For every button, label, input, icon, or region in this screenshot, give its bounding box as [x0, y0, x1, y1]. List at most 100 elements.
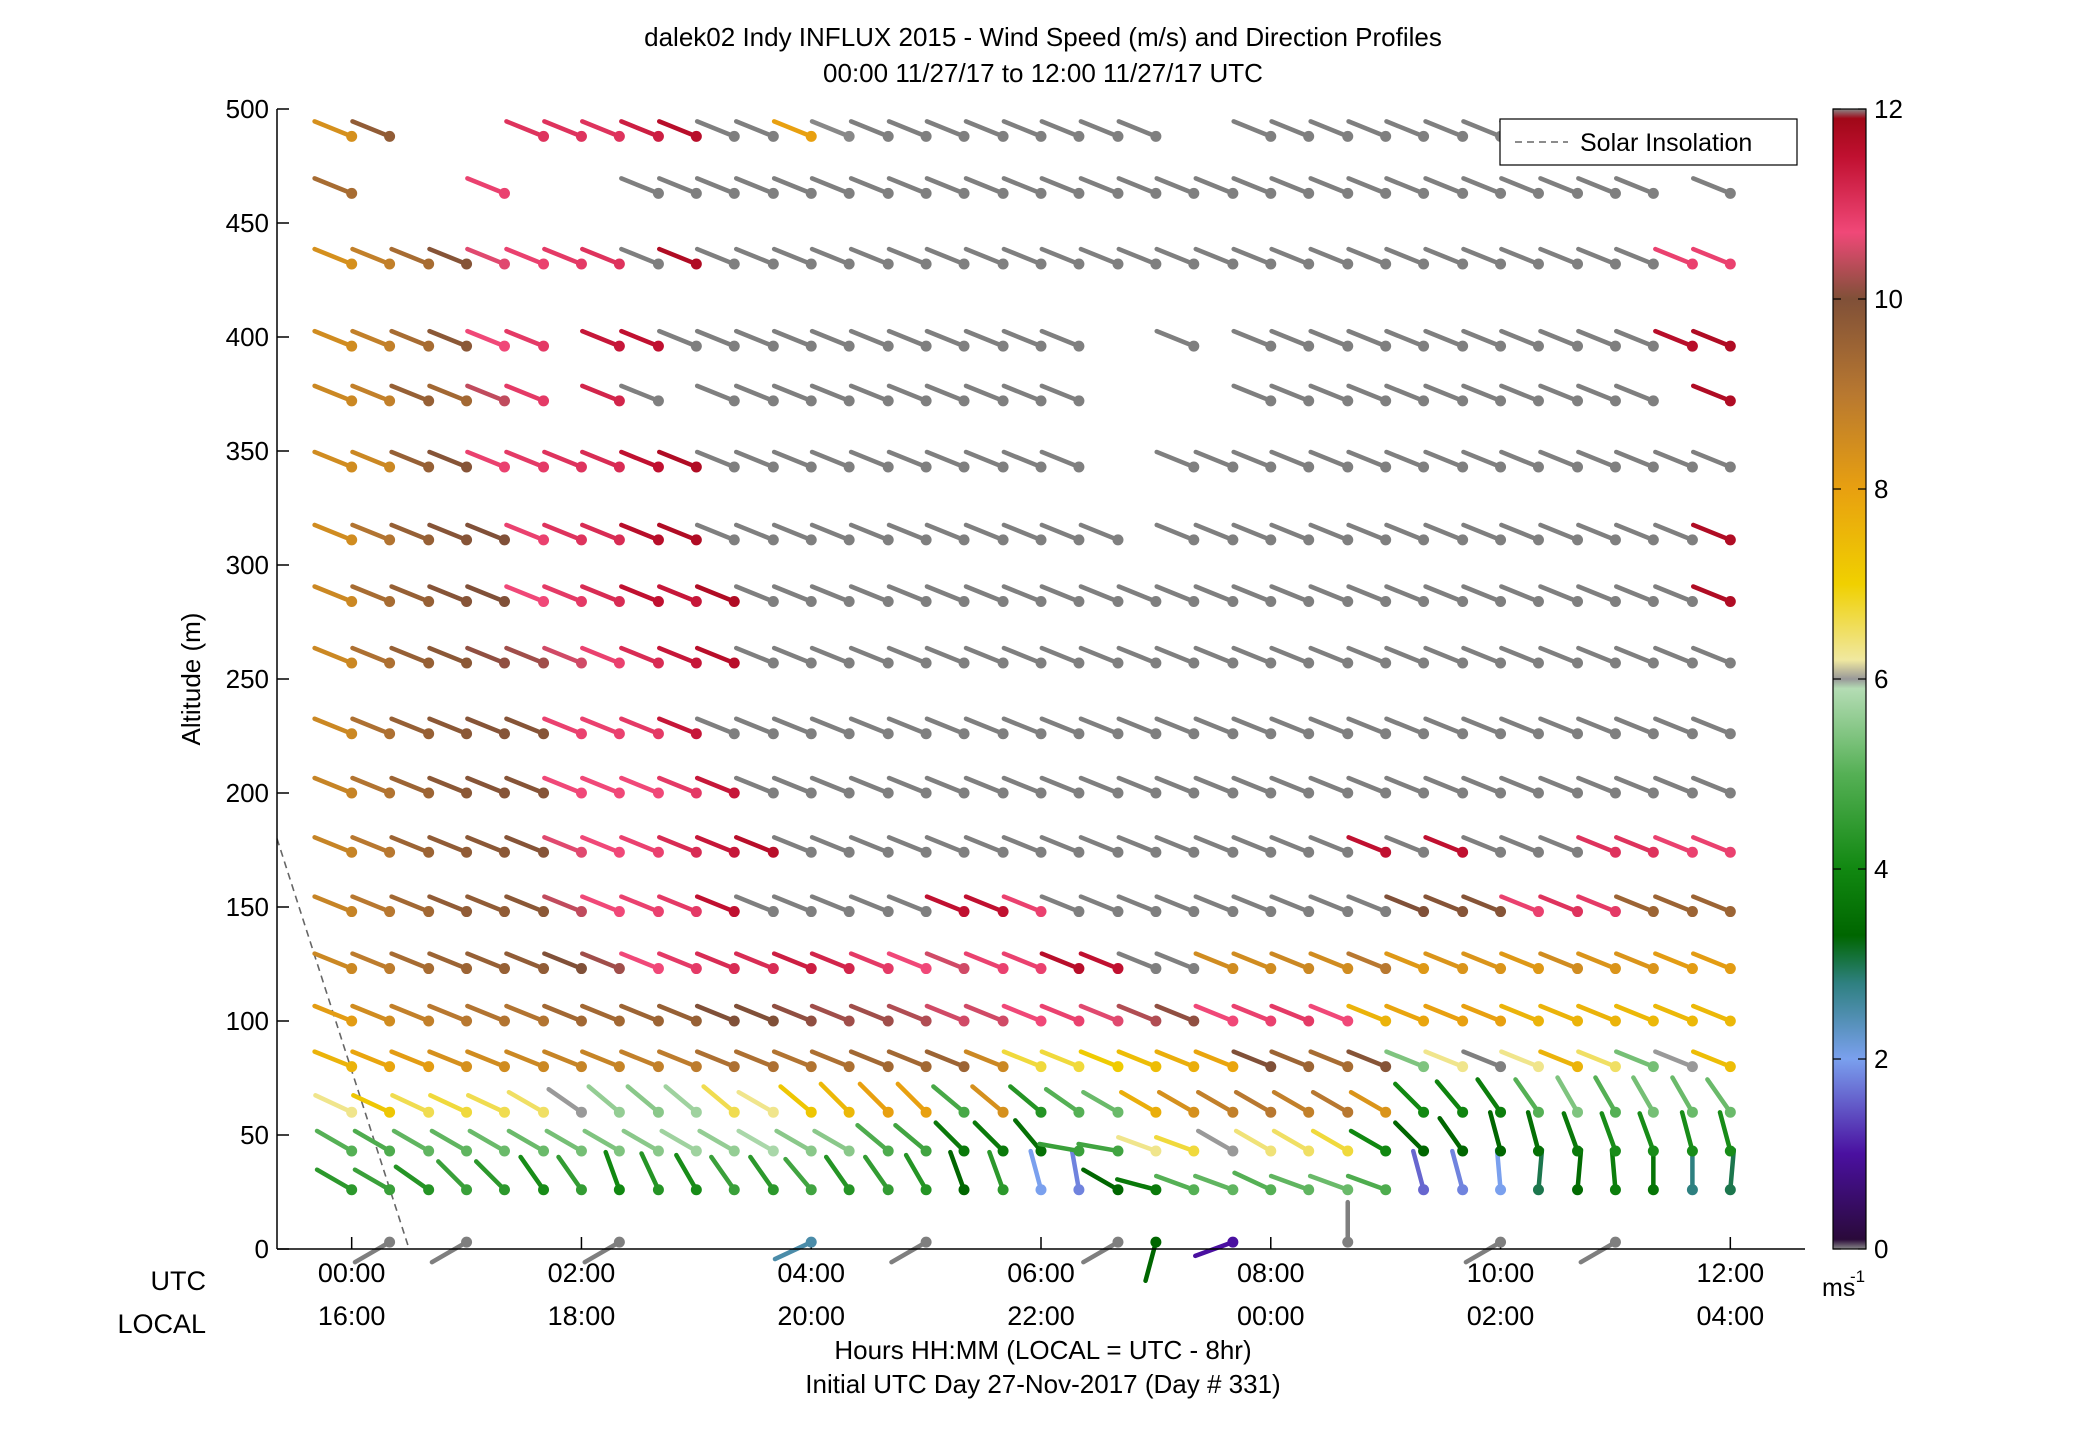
wind-barb-head: [613, 1184, 625, 1196]
wind-barb-head: [1457, 595, 1469, 607]
wind-barb-head: [575, 1184, 587, 1196]
wind-barb: [1487, 1110, 1507, 1157]
wind-barb-shaft: [504, 716, 546, 736]
wind-barb: [580, 1003, 625, 1027]
wind-barb-head: [1342, 595, 1354, 607]
wind-barb-shaft: [1154, 775, 1197, 796]
wind-barb-head: [1188, 1184, 1200, 1196]
x-axis: 00:0016:0002:0018:0004:0020:0006:0022:00…: [318, 1237, 1764, 1331]
wind-barb-head: [843, 258, 855, 270]
wind-barb: [582, 1236, 625, 1265]
wind-barb-head: [958, 657, 970, 669]
wind-barb-head: [1647, 657, 1659, 669]
wind-barb: [427, 1049, 473, 1073]
wind-barb-shaft: [1346, 951, 1388, 971]
wind-barb: [694, 951, 740, 975]
wind-barb-shaft: [1461, 951, 1503, 971]
wind-barb-head: [882, 728, 894, 740]
wind-barb: [1572, 1147, 1584, 1196]
wind-barb: [1576, 951, 1621, 975]
wind-barb-shaft: [809, 246, 852, 267]
wind-barb: [350, 716, 396, 740]
wind-barb: [389, 1003, 435, 1027]
wind-barb-head: [958, 395, 970, 407]
wind-barb-shaft: [1039, 449, 1082, 470]
wind-barb-shaft: [389, 449, 431, 470]
wind-barb: [694, 1003, 740, 1027]
wind-barb: [1154, 894, 1200, 918]
wind-barb: [857, 1081, 894, 1118]
wind-barb-head: [1303, 534, 1315, 546]
wind-barb-shaft: [1346, 1003, 1388, 1024]
y-axis-label: Altitude (m): [176, 613, 206, 746]
wind-barb-head: [958, 461, 970, 473]
wind-barb: [657, 775, 702, 799]
wind-barb: [518, 1154, 550, 1196]
wind-barb: [1231, 584, 1277, 607]
wind-barb-shaft: [886, 119, 929, 139]
wind-barb: [1599, 1111, 1621, 1157]
wind-barb-head: [1724, 1145, 1736, 1157]
wind-barb-head: [1227, 1145, 1239, 1157]
wind-barb: [1001, 584, 1047, 607]
wind-barb-shaft: [1384, 246, 1426, 267]
wind-barb: [580, 835, 625, 858]
wind-barb: [504, 522, 550, 546]
wind-barb: [504, 328, 550, 352]
wind-barb: [1346, 246, 1392, 270]
wind-barb: [1154, 1003, 1200, 1027]
wind-barb-head: [1227, 1184, 1239, 1196]
wind-barb: [893, 1122, 932, 1157]
wind-barb: [1231, 894, 1277, 918]
wind-barb-head: [920, 595, 932, 607]
wind-barb: [1346, 383, 1392, 407]
wind-barb-shaft: [933, 1120, 967, 1154]
wind-barb-shaft: [771, 1049, 814, 1069]
wind-barb-head: [882, 1184, 894, 1196]
wind-barb: [350, 328, 396, 352]
wind-barb: [1195, 1089, 1239, 1118]
wind-barb: [580, 951, 625, 975]
wind-barb-head: [1572, 657, 1584, 669]
wind-barb-shaft: [1576, 522, 1618, 543]
wind-barb-head: [1724, 787, 1736, 799]
wind-barb-shaft: [963, 716, 1006, 736]
wind-barb: [771, 383, 817, 407]
wind-barb-head: [1457, 728, 1469, 740]
wind-barb-head: [843, 906, 855, 918]
wind-barb-head: [346, 395, 358, 407]
wind-barb-shaft: [1039, 775, 1082, 796]
wind-barb-head: [1686, 963, 1698, 975]
wind-barb-shaft: [312, 835, 354, 855]
wind-barb-shaft: [1499, 951, 1541, 971]
wind-barb: [1001, 716, 1047, 740]
wind-barb-head: [498, 258, 510, 270]
wind-barb-head: [1686, 846, 1698, 858]
wind-barb: [1081, 1236, 1124, 1265]
wind-barb-head: [1724, 1015, 1736, 1027]
legend-label-solar-insolation: Solar Insolation: [1580, 129, 1752, 157]
wind-barb-head: [1035, 1061, 1047, 1073]
wind-barb-shaft: [603, 1149, 622, 1192]
wind-barb-head: [652, 1145, 664, 1157]
plot-area: [277, 109, 1805, 1249]
wind-barb: [619, 176, 664, 199]
wind-barb-shaft: [924, 246, 967, 267]
wind-barb: [1461, 1003, 1507, 1027]
wind-barb-shaft: [886, 951, 929, 971]
wind-barb-head: [1188, 728, 1200, 740]
wind-barb-head: [1647, 1184, 1659, 1196]
wind-barb-head: [843, 657, 855, 669]
wind-barb-head: [958, 787, 970, 799]
wind-barb-shaft: [544, 1128, 584, 1154]
wind-barb-shaft: [1538, 584, 1580, 604]
wind-barb-head: [461, 1061, 473, 1073]
wind-barb: [621, 1128, 664, 1157]
wind-barb-head: [997, 1184, 1009, 1196]
wind-barb-shaft: [1116, 1135, 1159, 1154]
wind-barb-shaft: [657, 1049, 699, 1069]
wind-barb: [674, 1152, 702, 1196]
wind-barb-head: [843, 963, 855, 975]
wind-barb-head: [1112, 1145, 1124, 1157]
wind-barb-head: [767, 130, 779, 142]
